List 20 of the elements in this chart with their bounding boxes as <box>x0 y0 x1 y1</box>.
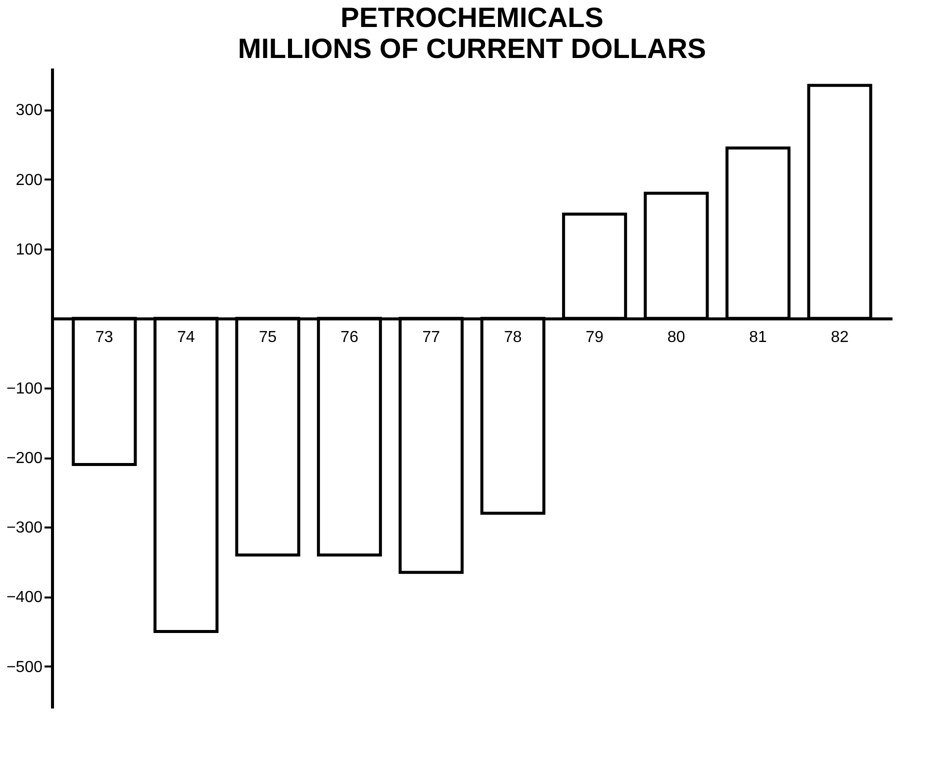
y-tick-label: −500 <box>6 658 43 676</box>
x-tick-label: 73 <box>95 328 114 346</box>
y-tick-label: 300 <box>16 102 43 120</box>
chart-subtitle: MILLIONS OF CURRENT DOLLARS <box>238 33 706 64</box>
x-tick-label: 79 <box>586 328 604 346</box>
y-tick-label: −100 <box>6 380 43 398</box>
y-tick-label: −400 <box>6 589 43 606</box>
x-tick-label: 76 <box>340 328 358 346</box>
y-tick-label: −200 <box>6 450 43 468</box>
y-tick-label: −300 <box>6 520 43 537</box>
x-tick-label: 75 <box>258 328 277 346</box>
x-tick-label: 77 <box>422 328 440 346</box>
y-tick-label: 100 <box>16 241 43 258</box>
x-tick-label: 82 <box>830 328 849 346</box>
x-tick-label: 80 <box>667 328 686 346</box>
chart-title: PETROCHEMICALS <box>340 2 604 33</box>
x-tick-label: 74 <box>177 328 196 346</box>
x-tick-label: 78 <box>504 328 522 346</box>
y-tick-label: 200 <box>16 172 43 189</box>
x-tick-label: 81 <box>749 328 767 346</box>
